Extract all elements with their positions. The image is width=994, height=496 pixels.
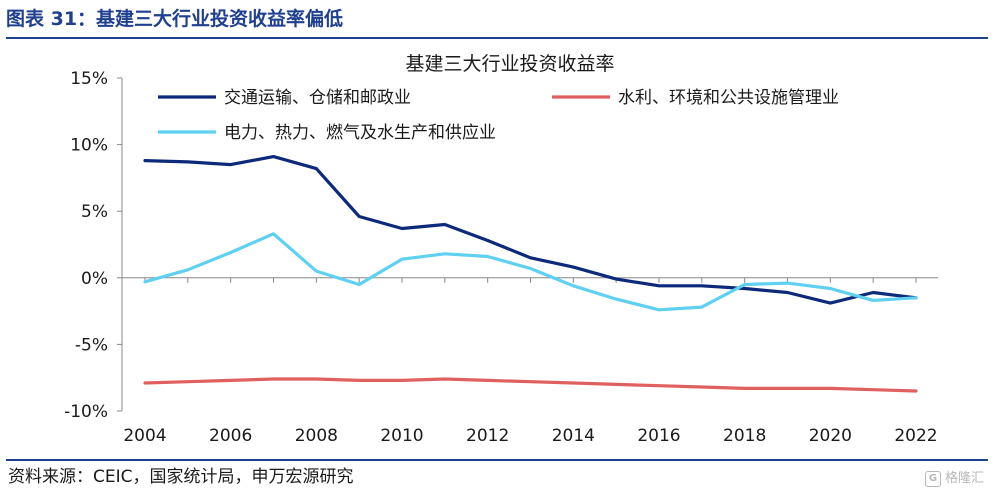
x-tick-label: 2006 (209, 426, 252, 446)
series-line-3 (143, 232, 918, 312)
source-note: 资料来源：CEIC，国家统计局，申万宏源研究 (8, 467, 354, 487)
y-tick-label: 15% (70, 69, 108, 89)
y-axis: 15% 10% 5% 0% -5% -10% (64, 69, 123, 422)
line-chart: 基建三大行业投资收益率 交通运输、仓储和邮政业 水利、环境和公共设施管理业电力、热… (64, 53, 938, 446)
x-tick-label: 2004 (123, 426, 166, 446)
y-tick-label: 0% (81, 269, 108, 289)
watermark-logo-icon: G (924, 471, 941, 487)
chart-title: 基建三大行业投资收益率 (405, 53, 614, 75)
x-tick-label: 2020 (809, 426, 852, 446)
x-tick-label: 2022 (894, 426, 937, 446)
x-tick-label: 2016 (637, 426, 680, 446)
y-tick-label: 10% (70, 136, 108, 156)
y-tick-label: -5% (75, 335, 108, 355)
x-axis: 2004 2006 2008 2010 2012 2014 2016 2018 2020 2022 (122, 277, 938, 446)
x-tick-label: 2012 (466, 426, 509, 446)
watermark-text: 格隆汇 (944, 471, 984, 486)
legend-label-1: 交通运输、仓储和邮政业 (224, 88, 411, 108)
y-tick-label: -10% (64, 402, 108, 422)
series-line-1 (143, 155, 918, 305)
watermark: G 格隆汇 (924, 468, 984, 490)
source-rule (6, 459, 988, 461)
title-rule (6, 37, 988, 39)
y-tick-label: 5% (81, 202, 108, 222)
series-layer (143, 155, 918, 393)
x-tick-label: 2018 (723, 426, 766, 446)
figure-title: 图表 31：基建三大行业投资收益率偏低 (6, 8, 344, 30)
series-line-2 (143, 377, 918, 393)
x-tick-label: 2014 (552, 426, 595, 446)
x-tick-label: 2008 (295, 426, 338, 446)
x-tick-label: 2010 (380, 426, 423, 446)
legend-label-2: 水利、环境和公共设施管理业 (618, 88, 839, 108)
legend-label-3: 电力、热力、燃气及水生产和供应业 (224, 123, 496, 143)
